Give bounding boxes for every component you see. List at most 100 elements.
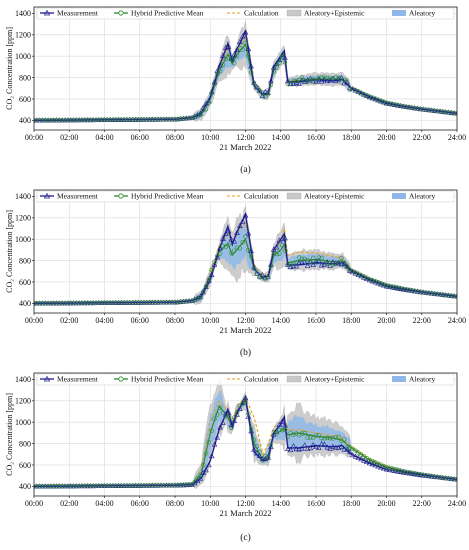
- hybrid-marker: [333, 261, 338, 266]
- x-tick-label: 00:00: [25, 316, 43, 325]
- y-tick-label: 400: [19, 116, 31, 125]
- hybrid-marker: [76, 300, 82, 306]
- hybrid-marker: [229, 425, 234, 431]
- hybrid-marker: [373, 460, 378, 465]
- hybrid-marker: [387, 283, 392, 288]
- hybrid-marker: [147, 300, 152, 305]
- measurement-marker: [228, 422, 235, 428]
- hybrid-marker: [57, 300, 62, 306]
- hybrid-marker: [274, 65, 279, 70]
- hybrid-marker: [105, 483, 110, 489]
- measurement-marker: [307, 445, 314, 451]
- measurement-marker: [304, 262, 311, 268]
- hybrid-marker: [45, 484, 51, 489]
- x-tick-label: 04:00: [95, 133, 113, 142]
- hybrid-marker: [268, 442, 274, 448]
- x-tick-label: 24:00: [448, 499, 466, 508]
- measurement-marker: [228, 236, 235, 242]
- hybrid-marker: [308, 76, 313, 82]
- plot-area: [34, 205, 457, 306]
- hybrid-marker: [282, 248, 288, 253]
- hybrid-marker: [68, 117, 73, 123]
- hybrid-marker: [285, 434, 290, 439]
- y-tick-label: 400: [19, 299, 31, 308]
- hybrid-marker: [203, 451, 209, 456]
- hybrid-marker: [254, 444, 259, 449]
- x-axis-label: 21 March 2022: [220, 325, 272, 335]
- hybrid-marker: [220, 244, 226, 249]
- hybrid-marker: [116, 300, 121, 305]
- hybrid-marker: [370, 458, 375, 464]
- measurement-marker: [366, 460, 373, 466]
- measurement-marker: [316, 444, 322, 450]
- measurement-marker: [361, 457, 367, 463]
- x-tick-label: 06:00: [131, 133, 149, 142]
- hybrid-marker: [141, 117, 147, 122]
- hybrid-marker: [370, 277, 375, 283]
- hybrid-marker: [96, 117, 102, 123]
- hybrid-marker: [279, 427, 285, 433]
- hybrid-marker: [59, 300, 65, 306]
- measurement-marker: [208, 89, 215, 95]
- measurement-marker: [228, 55, 235, 61]
- hybrid-marker: [201, 289, 206, 294]
- hybrid-marker: [316, 75, 322, 81]
- measurement-marker: [239, 33, 246, 39]
- legend-label: Aleatory+Epistemic: [304, 375, 365, 384]
- hybrid-marker: [325, 76, 330, 81]
- legend-label: Hybrid Predictive Mean: [131, 192, 204, 201]
- hybrid-marker: [99, 483, 104, 489]
- hybrid-marker: [62, 300, 68, 306]
- x-tick-label: 12:00: [236, 316, 254, 325]
- hybrid-marker: [37, 118, 42, 123]
- legend-label: Measurement: [57, 375, 99, 384]
- hybrid-marker: [136, 300, 141, 305]
- hybrid-marker: [189, 115, 195, 120]
- hybrid-marker: [127, 483, 133, 488]
- hybrid-marker: [85, 300, 90, 306]
- measurement-marker: [282, 54, 288, 60]
- x-tick-label: 02:00: [60, 316, 78, 325]
- hybrid-marker: [282, 427, 288, 433]
- hybrid-marker: [330, 76, 336, 81]
- measurement-marker: [279, 418, 285, 424]
- hybrid-marker: [288, 81, 293, 86]
- hybrid-marker: [271, 252, 276, 257]
- measurement-marker: [217, 245, 223, 251]
- hybrid-marker: [71, 483, 76, 489]
- legend-symbol: [286, 9, 302, 17]
- measurement-marker: [299, 259, 305, 265]
- hybrid-marker: [113, 300, 118, 305]
- measurement-marker: [358, 456, 364, 462]
- hybrid-marker: [226, 242, 231, 247]
- hybrid-marker: [43, 118, 48, 123]
- hybrid-marker: [62, 483, 68, 489]
- hybrid-marker: [212, 259, 217, 264]
- hybrid-marker: [251, 437, 257, 443]
- measurement-marker: [316, 257, 322, 264]
- hybrid-marker: [172, 483, 178, 488]
- measurement-marker: [259, 272, 266, 278]
- hybrid-marker: [299, 75, 305, 80]
- hybrid-marker: [344, 78, 350, 83]
- y-tick-label: 1200: [15, 214, 31, 223]
- hybrid-marker: [265, 455, 271, 460]
- hybrid-marker: [71, 300, 76, 306]
- y-tick-label: 1200: [15, 397, 31, 406]
- hybrid-marker: [294, 78, 299, 84]
- hybrid-marker: [119, 483, 124, 488]
- legend-symbol: [392, 376, 406, 382]
- hybrid-marker: [274, 251, 279, 257]
- measurement-marker: [231, 238, 238, 244]
- hybrid-marker: [302, 256, 307, 262]
- measurement-marker: [214, 434, 221, 440]
- hybrid-marker: [215, 412, 220, 417]
- hybrid-marker: [164, 483, 169, 488]
- hybrid-marker: [342, 260, 347, 266]
- hybrid-marker: [110, 117, 116, 122]
- measurement-marker: [454, 110, 457, 116]
- measurement-marker: [282, 422, 288, 428]
- hybrid-marker: [74, 300, 79, 306]
- hybrid-marker: [319, 255, 324, 261]
- hybrid-marker: [217, 251, 223, 256]
